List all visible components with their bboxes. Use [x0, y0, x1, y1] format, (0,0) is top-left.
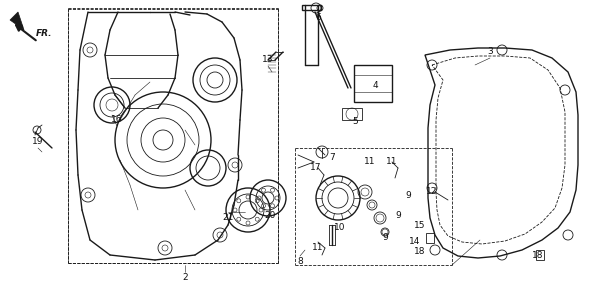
Text: 10: 10 — [335, 224, 346, 232]
Text: 14: 14 — [409, 237, 421, 247]
Text: 3: 3 — [487, 48, 493, 57]
Text: 18: 18 — [414, 247, 426, 256]
Text: 17: 17 — [310, 163, 322, 172]
Text: 11: 11 — [364, 157, 376, 166]
Text: 15: 15 — [414, 221, 426, 229]
Text: 8: 8 — [297, 257, 303, 266]
Text: 18: 18 — [532, 252, 544, 260]
Polygon shape — [10, 12, 24, 30]
Text: 2: 2 — [182, 274, 188, 283]
Text: 16: 16 — [112, 116, 123, 125]
Text: 11: 11 — [386, 157, 398, 166]
Text: 11: 11 — [312, 244, 324, 253]
Text: 5: 5 — [352, 117, 358, 126]
Text: 7: 7 — [329, 154, 335, 163]
Text: 9: 9 — [405, 191, 411, 200]
Text: 12: 12 — [427, 188, 438, 197]
Text: 9: 9 — [395, 210, 401, 219]
Text: 13: 13 — [262, 55, 274, 64]
Text: 6: 6 — [315, 14, 321, 23]
Text: 19: 19 — [32, 138, 44, 147]
Text: 21: 21 — [222, 213, 234, 222]
Text: FR.: FR. — [36, 29, 53, 38]
Text: 20: 20 — [264, 210, 276, 219]
Text: 4: 4 — [372, 80, 378, 89]
Text: 9: 9 — [382, 234, 388, 243]
